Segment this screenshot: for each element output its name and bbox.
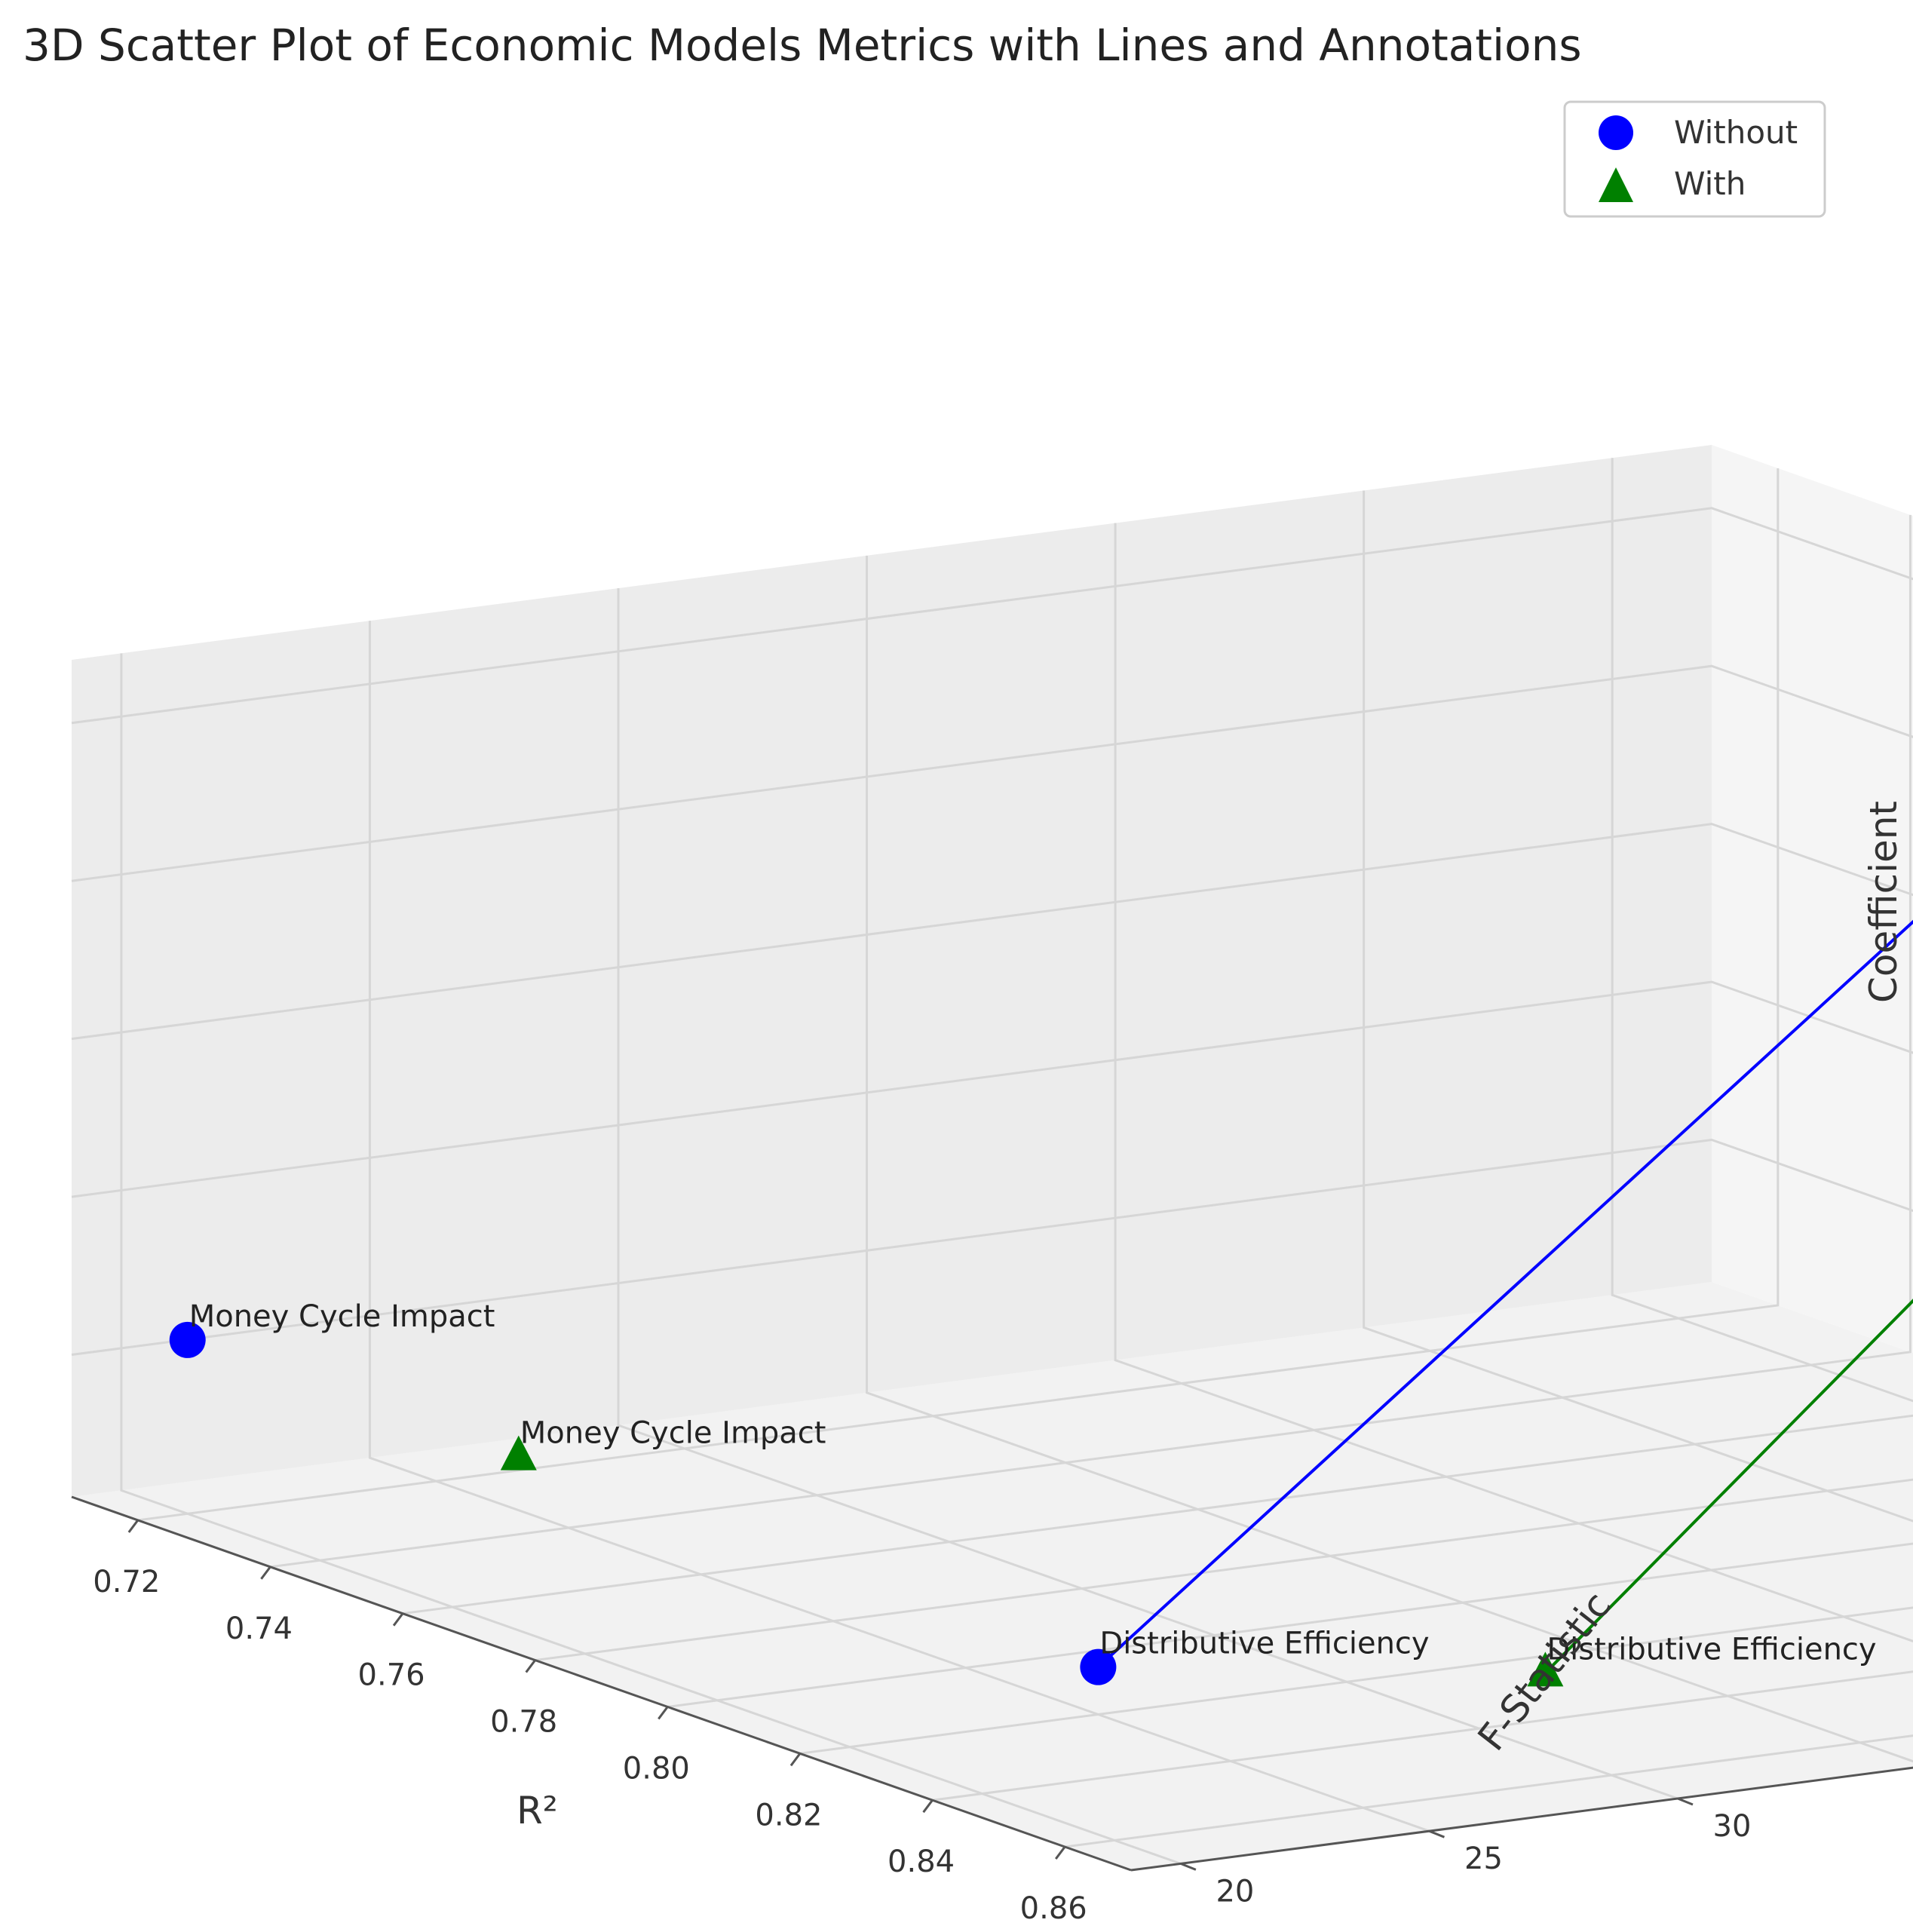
grid-line-y [1611, 458, 1913, 1403]
grid-line-z [71, 1138, 1913, 1356]
x-tick-label: 0.76 [358, 1658, 425, 1693]
x-tick-label: 0.82 [755, 1798, 822, 1832]
series-line-with [1544, 1299, 1913, 1674]
x-tick-label: 0.74 [225, 1612, 293, 1646]
axis-lines [71, 1495, 1913, 1872]
grid-line-y [1114, 523, 1913, 1642]
x-tick-mark [260, 1566, 271, 1580]
x-tick-label: 0.72 [93, 1565, 160, 1599]
annotation-with: Money Cycle Impact [520, 1416, 826, 1451]
marker-with [1527, 1651, 1564, 1687]
x-tick-label: 0.80 [623, 1751, 690, 1786]
y-tick-label: 20 [1216, 1874, 1254, 1909]
back-pane [1712, 445, 1913, 1354]
legend: Without With [1563, 100, 1826, 218]
side-pane [72, 445, 1712, 1497]
legend-marker-without [1599, 115, 1633, 150]
grid-line-y [120, 653, 1182, 1865]
y-axis-line [1130, 1766, 1913, 1872]
data-markers [169, 1321, 1564, 1687]
grid-line-y [368, 621, 1430, 1832]
x-axis-label: R² [517, 1789, 558, 1832]
grid-line-y [617, 588, 1678, 1800]
grid-lines [71, 458, 1913, 1865]
z-axis-label: Coefficient [1862, 801, 1905, 1003]
x-axis-line [71, 1495, 1132, 1872]
marker-with [500, 1435, 537, 1470]
point-annotations: Money Cycle Impact Distributive Efficienc… [189, 1299, 1877, 1667]
marker-without [1080, 1648, 1117, 1685]
floor-pane [72, 1282, 1913, 1870]
annotation-without: Distributive Efficiency [1099, 1627, 1429, 1661]
annotation-without: Money Cycle Impact [189, 1299, 495, 1334]
x-tick-label: 0.86 [1020, 1891, 1087, 1926]
y-tick-label: 30 [1713, 1809, 1752, 1844]
grid-line-y [866, 555, 1913, 1763]
x-tick-mark [525, 1659, 536, 1673]
y-tick-mark [1677, 1797, 1694, 1806]
x-tick-label: 0.78 [490, 1705, 557, 1740]
grid-line-z [71, 980, 1913, 1198]
y-tick-mark [1428, 1829, 1445, 1838]
axis-panes [72, 445, 1913, 1870]
series-line-without [1097, 919, 1913, 1669]
x-tick-mark [392, 1612, 404, 1627]
y-tick-mark [1180, 1862, 1197, 1871]
legend-label-with: With [1674, 165, 1746, 202]
legend-label-without: Without [1674, 114, 1798, 151]
x-tick-mark [1054, 1846, 1066, 1860]
marker-without [169, 1321, 206, 1358]
y-tick-label: 25 [1464, 1842, 1503, 1876]
x-tick-mark [127, 1520, 139, 1533]
x-tick-mark [922, 1799, 934, 1814]
tick-labels: 0.720.740.760.780.800.820.840.8620253035… [93, 1520, 1752, 1926]
x-tick-mark [789, 1753, 802, 1767]
grid-line-y [1363, 490, 1913, 1523]
grid-line-z [71, 664, 1913, 882]
grid-line-z [71, 823, 1913, 1041]
annotation-with: Distributive Efficiency [1547, 1632, 1876, 1667]
chart-title: 3D Scatter Plot of Economic Models Metri… [23, 20, 1582, 71]
legend-marker-with [1599, 167, 1633, 202]
x-tick-label: 0.84 [888, 1845, 955, 1879]
x-tick-mark [658, 1706, 669, 1720]
grid-line-z [71, 507, 1913, 725]
series-lines [1097, 919, 1913, 1674]
